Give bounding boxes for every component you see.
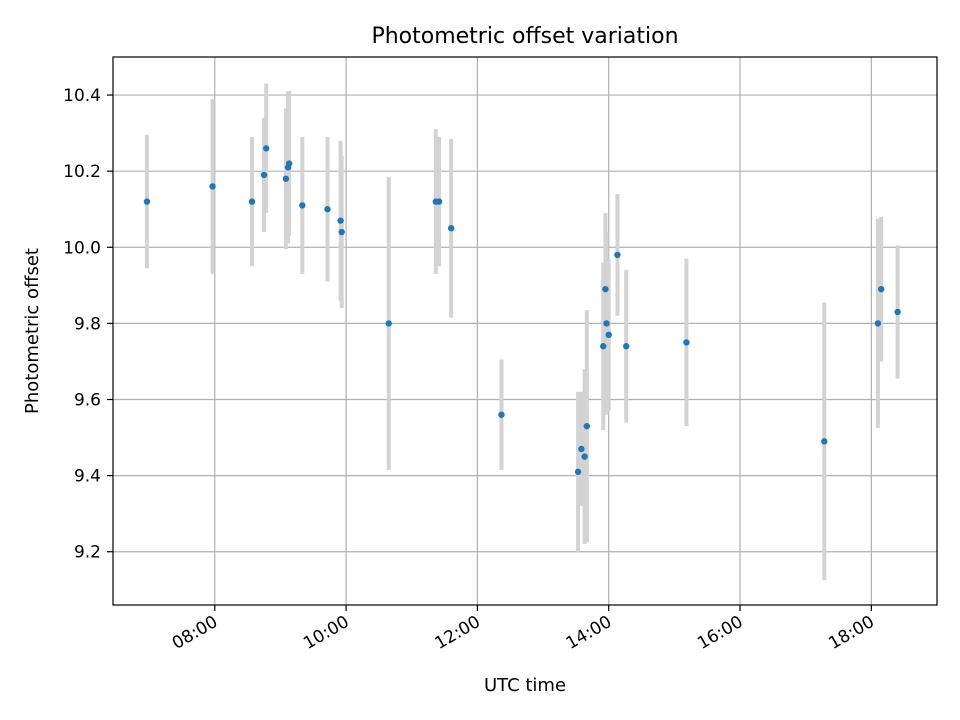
data-point bbox=[583, 422, 591, 430]
data-point bbox=[143, 198, 151, 205]
data-point bbox=[603, 320, 610, 327]
data-point bbox=[248, 198, 256, 205]
error-bars bbox=[144, 83, 900, 581]
data-point bbox=[578, 445, 585, 453]
data-point bbox=[324, 206, 331, 213]
x-axis-label: UTC time bbox=[484, 675, 566, 696]
y-axis-label: Photometric offset bbox=[22, 248, 43, 414]
data-point bbox=[614, 251, 621, 259]
y-tick-label: 9.6 bbox=[74, 391, 101, 411]
data-point bbox=[263, 145, 270, 152]
y-tick-label: 10.0 bbox=[63, 238, 101, 258]
data-point bbox=[623, 343, 630, 350]
data-point bbox=[435, 198, 443, 205]
y-tick-label: 10.4 bbox=[63, 86, 101, 106]
y-tick-label: 9.8 bbox=[74, 314, 101, 334]
data-point bbox=[581, 453, 588, 460]
data-point bbox=[877, 285, 885, 293]
data-point bbox=[605, 331, 612, 339]
data-point bbox=[260, 171, 268, 179]
x-tick-label: 16:00 bbox=[694, 612, 746, 654]
chart-title: Photometric offset variation bbox=[371, 24, 678, 49]
data-point bbox=[385, 320, 392, 327]
data-point bbox=[285, 160, 293, 167]
x-tick-label: 18:00 bbox=[825, 612, 877, 654]
data-point bbox=[874, 320, 882, 327]
y-tick-label: 9.4 bbox=[74, 467, 101, 487]
data-point bbox=[299, 202, 306, 209]
x-tick-label: 08:00 bbox=[169, 612, 221, 654]
y-tick-label: 9.2 bbox=[74, 543, 101, 563]
data-point bbox=[683, 339, 690, 346]
data-point bbox=[574, 468, 582, 476]
data-point bbox=[894, 308, 901, 316]
y-tick-label: 10.2 bbox=[63, 162, 101, 182]
data-point bbox=[282, 175, 290, 182]
data-point bbox=[337, 217, 344, 224]
data-point bbox=[498, 411, 505, 418]
grid-lines bbox=[113, 57, 937, 605]
data-point bbox=[602, 285, 609, 293]
data-point bbox=[447, 225, 455, 232]
data-point bbox=[821, 438, 828, 445]
x-tick-label: 10:00 bbox=[300, 612, 352, 654]
data-point bbox=[338, 228, 345, 236]
x-tick-label: 12:00 bbox=[431, 612, 483, 654]
data-point bbox=[209, 183, 216, 190]
x-tick-label: 14:00 bbox=[563, 612, 615, 654]
data-points bbox=[143, 145, 901, 476]
plot-frame bbox=[112, 56, 938, 606]
data-point bbox=[600, 343, 607, 350]
